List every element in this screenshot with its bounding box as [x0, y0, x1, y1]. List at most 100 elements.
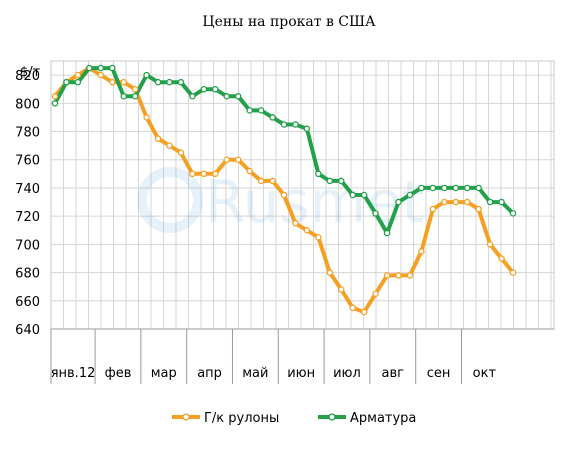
data-point: [212, 85, 219, 93]
data-point: [349, 191, 356, 199]
data-point: [418, 184, 425, 192]
legend-label: Арматура: [350, 411, 416, 426]
y-tick-label: 640: [15, 323, 40, 338]
data-point: [269, 114, 276, 121]
data-point: [498, 198, 505, 206]
x-tick-label: июн: [287, 366, 315, 381]
data-point: [303, 125, 311, 132]
data-point: [349, 304, 356, 312]
data-point: [74, 78, 82, 86]
x-axis: янв.12 фев мар апр май июн июл авг сен окт: [50, 328, 554, 384]
data-point: [189, 93, 196, 100]
data-point: [154, 135, 162, 142]
y-tick-label: 780: [15, 126, 40, 141]
data-point: [200, 170, 208, 178]
y-tick-label: 760: [15, 154, 40, 169]
y-tick-label: 740: [15, 182, 40, 197]
data-point: [337, 286, 345, 293]
data-point: [292, 121, 299, 128]
data-point: [131, 85, 139, 93]
y-axis-unit-label: $/т: [20, 65, 41, 80]
data-point: [372, 210, 379, 217]
data-point: [452, 198, 459, 206]
series-layer: [51, 64, 517, 316]
data-point: [143, 71, 150, 79]
data-point: [257, 177, 265, 185]
y-tick-label: 660: [15, 295, 40, 310]
data-point: [486, 241, 494, 248]
data-point: [109, 64, 116, 72]
data-point: [360, 191, 368, 199]
data-point: [257, 107, 265, 114]
x-tick-label: окт: [473, 366, 497, 381]
data-point: [166, 78, 173, 86]
data-point: [395, 198, 402, 206]
y-tick-label: 820: [15, 69, 40, 84]
chart-title: Цены на прокат в США: [202, 14, 376, 30]
data-point: [292, 219, 299, 227]
data-point: [463, 198, 471, 206]
y-axis-ticks: 640 660 680 700 720 740 760 780 800 820: [15, 69, 40, 338]
data-point: [109, 78, 116, 86]
data-point: [131, 93, 139, 100]
data-point: [498, 255, 505, 262]
data-point: [326, 269, 334, 276]
y-tick-label: 720: [15, 210, 40, 225]
data-point: [269, 177, 276, 185]
y-tick-label: 800: [15, 97, 40, 112]
data-point: [441, 198, 448, 206]
data-point: [97, 71, 105, 79]
x-tick-label: фев: [105, 366, 132, 381]
legend-swatch-marker: [182, 413, 190, 421]
data-point: [120, 78, 127, 86]
x-tick-label: авг: [382, 366, 405, 381]
data-point: [406, 272, 414, 279]
data-point: [315, 170, 322, 178]
data-point: [383, 272, 391, 279]
data-point: [51, 100, 59, 107]
x-tick-label: июл: [333, 366, 361, 381]
data-point: [337, 177, 345, 185]
data-point: [234, 93, 242, 100]
data-point: [303, 227, 311, 234]
data-point: [509, 269, 517, 276]
data-point: [452, 184, 459, 192]
data-point: [280, 121, 288, 128]
data-point: [166, 142, 173, 149]
data-point: [97, 64, 105, 72]
data-point: [360, 308, 368, 316]
svg-text:Rusmet: Rusmet: [205, 168, 425, 236]
data-point: [63, 78, 70, 86]
data-point: [372, 290, 379, 297]
data-point: [223, 93, 230, 100]
data-point: [418, 248, 425, 255]
data-point: [463, 184, 471, 192]
data-point: [315, 234, 322, 241]
legend-swatch-marker: [328, 413, 336, 421]
data-point: [429, 205, 437, 213]
data-point: [509, 210, 517, 217]
x-tick-label: янв.12: [51, 366, 96, 381]
data-point: [246, 107, 253, 114]
data-point: [246, 167, 253, 175]
legend: Г/к рулоны Арматура: [172, 411, 416, 426]
data-point: [429, 184, 437, 192]
data-point: [406, 191, 414, 199]
y-tick-label: 700: [15, 238, 40, 253]
data-point: [177, 78, 185, 86]
data-point: [177, 149, 185, 156]
data-point: [475, 205, 482, 213]
data-point: [395, 272, 402, 279]
data-point: [74, 71, 82, 79]
data-point: [223, 156, 230, 163]
data-point: [143, 114, 150, 121]
watermark-logo: Rusmet: [137, 167, 425, 236]
data-point: [234, 156, 242, 163]
data-point: [86, 64, 93, 72]
data-point: [51, 93, 59, 100]
data-point: [326, 177, 334, 185]
data-point: [441, 184, 448, 192]
x-tick-label: мар: [151, 366, 177, 381]
data-point: [486, 198, 494, 206]
